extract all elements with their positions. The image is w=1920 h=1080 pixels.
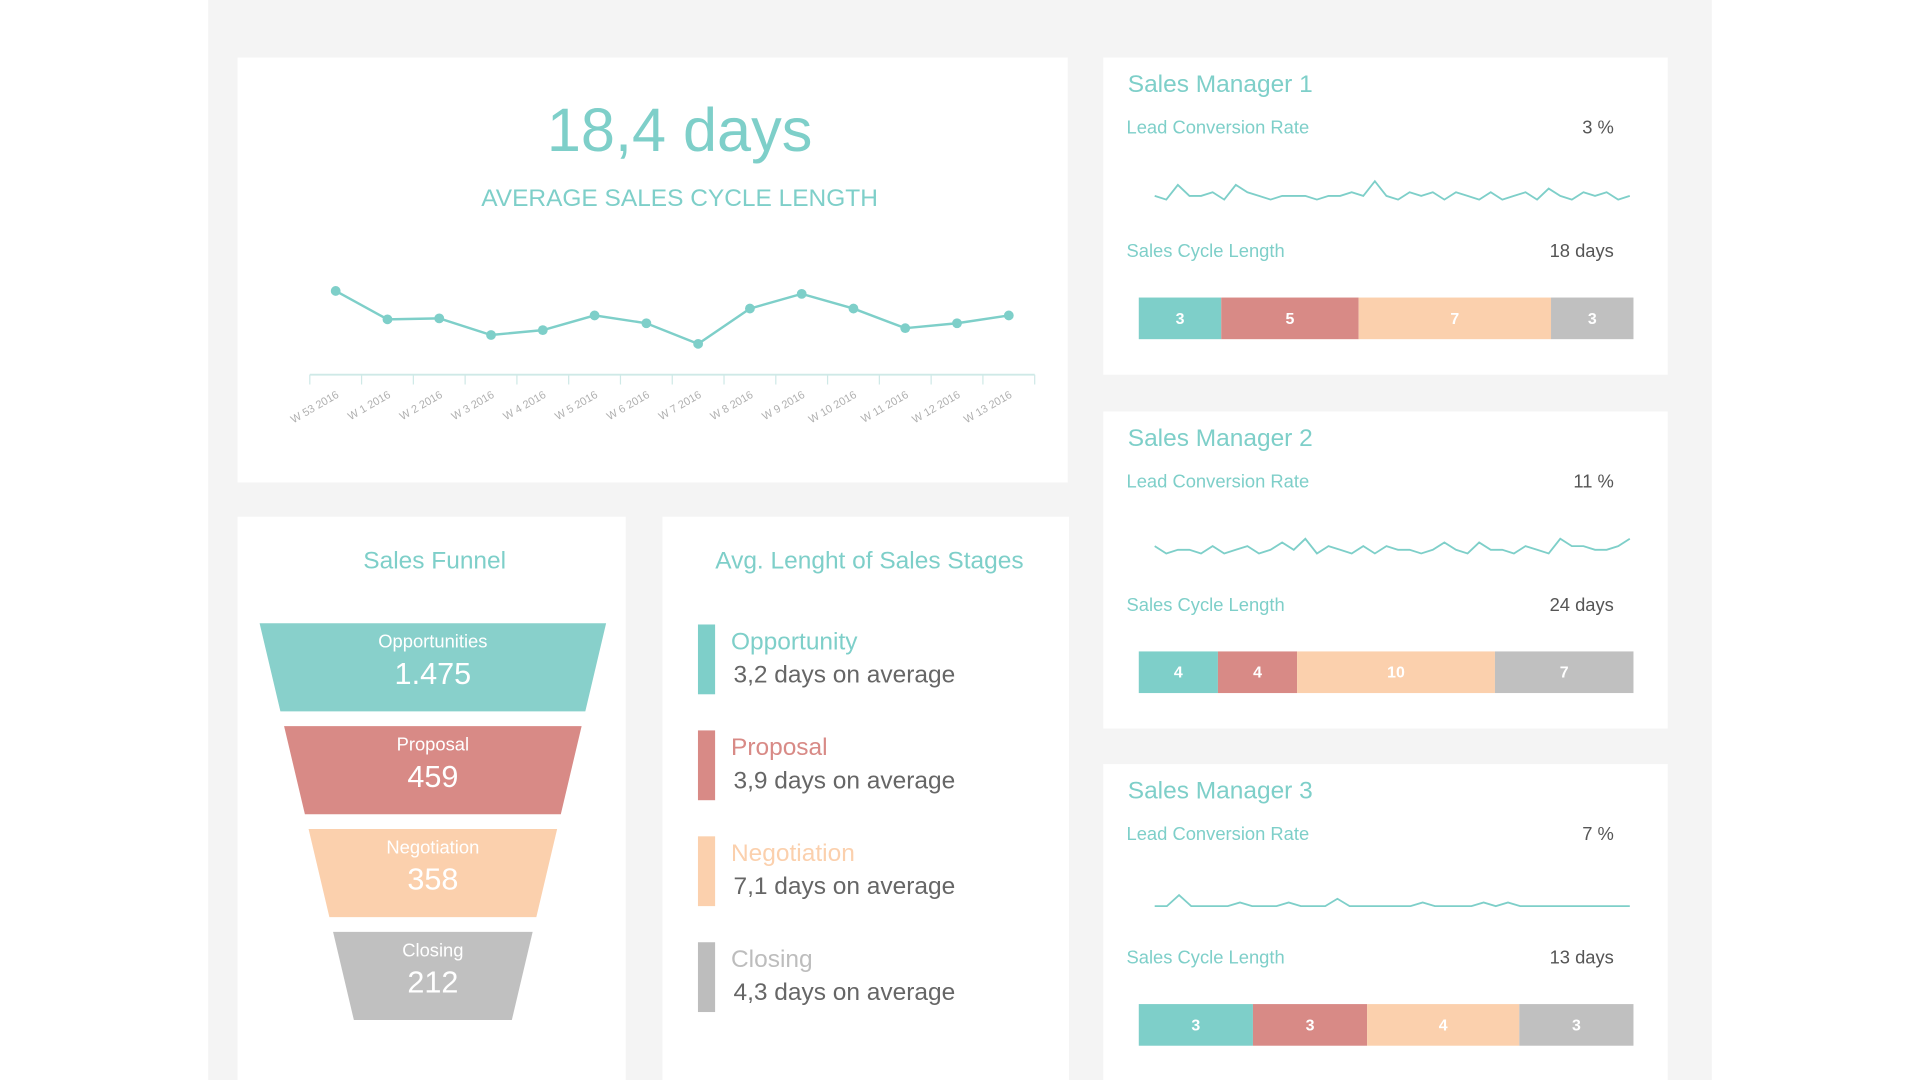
bar-segment [1138, 651, 1218, 694]
segment-label: 4 [1253, 665, 1262, 682]
bar-segment [1221, 297, 1359, 340]
funnel-stage-name: Opportunities [378, 631, 487, 652]
segment-label: 3 [1572, 1017, 1581, 1034]
point [434, 313, 445, 324]
stage-marker [697, 730, 716, 801]
bar-segment [1297, 651, 1495, 694]
segment-label: 3 [1191, 1017, 1200, 1034]
point [382, 314, 393, 325]
point [486, 330, 496, 340]
kpi-label: AVERAGE SALES CYCLE LENGTH [481, 185, 878, 212]
bar-segment [1138, 297, 1222, 340]
funnel-stage [308, 828, 558, 918]
manager-name: Sales Manager 1 [1128, 71, 1313, 98]
stage-marker [697, 836, 716, 907]
metric-value: 7 % [1582, 823, 1614, 844]
bar-segment [1494, 651, 1634, 694]
point [537, 325, 548, 336]
bar-segment [1138, 1004, 1253, 1046]
point [745, 303, 755, 314]
metric-label: Sales Cycle Length [1127, 240, 1285, 261]
funnel-stage-name: Negotiation [386, 836, 479, 857]
metric-value: 11 % [1573, 470, 1613, 491]
stage-name: Proposal [731, 734, 828, 761]
funnel-title: Sales Funnel [363, 548, 506, 575]
metric-label: Lead Conversion Rate [1127, 823, 1310, 844]
point [641, 318, 652, 329]
sparkline [1154, 893, 1630, 908]
stage-name: Opportunity [731, 628, 858, 655]
metric-value: 24 days [1550, 594, 1614, 615]
point [848, 303, 859, 314]
segment-label: 3 [1588, 311, 1597, 328]
card [237, 57, 1068, 483]
segment-label: 4 [1439, 1017, 1448, 1034]
funnel-stage-value: 459 [407, 760, 458, 794]
funnel-stage-value: 358 [407, 863, 458, 897]
point [693, 338, 704, 349]
segment-label: 7 [1450, 311, 1459, 328]
stage-text: 3,2 days on average [733, 661, 955, 688]
manager-name: Sales Manager 2 [1128, 425, 1313, 452]
funnel-stage-name: Proposal [397, 734, 469, 755]
point [952, 318, 962, 329]
sparkline [1154, 179, 1631, 201]
stage-marker [697, 942, 716, 1013]
segment-label: 5 [1286, 311, 1295, 328]
segment-label: 3 [1306, 1017, 1315, 1034]
segment-label: 7 [1560, 665, 1569, 682]
bar-segment [1519, 1004, 1634, 1046]
metric-label: Lead Conversion Rate [1127, 116, 1310, 137]
point [796, 288, 807, 299]
metric-label: Lead Conversion Rate [1127, 470, 1310, 491]
bar-segment [1252, 1004, 1368, 1046]
stage-marker [697, 624, 716, 695]
bar-segment [1217, 651, 1298, 694]
bar-segment [1551, 297, 1634, 340]
funnel-stage [284, 726, 582, 815]
funnel-stage-value: 212 [407, 966, 458, 1000]
bar-segment [1358, 297, 1552, 340]
stage-name: Negotiation [731, 840, 855, 867]
metric-label: Sales Cycle Length [1127, 947, 1285, 968]
metric-value: 13 days [1550, 947, 1614, 968]
bar-segment [1367, 1004, 1520, 1046]
funnel-stage [259, 623, 607, 712]
funnel-stage-value: 1.475 [395, 657, 472, 691]
card [662, 516, 1069, 1080]
stage-text: 7,1 days on average [733, 873, 955, 900]
line [335, 289, 1009, 346]
manager-name: Sales Manager 3 [1128, 778, 1313, 805]
stage-text: 4,3 days on average [733, 979, 955, 1006]
stage-text: 3,9 days on average [733, 767, 955, 794]
point [1003, 310, 1014, 321]
point [589, 310, 600, 321]
sparkline [1154, 537, 1631, 555]
point [330, 286, 341, 296]
funnel-stage [333, 931, 533, 1020]
funnel-stage-name: Closing [402, 939, 463, 960]
stages-title: Avg. Lenght of Sales Stages [715, 548, 1023, 575]
point [900, 323, 911, 334]
segment-label: 10 [1387, 665, 1405, 682]
stage-name: Closing [731, 946, 813, 973]
metric-value: 18 days [1550, 240, 1614, 261]
metric-value: 3 % [1582, 116, 1614, 137]
kpi-value: 18,4 days [547, 96, 812, 164]
segment-label: 4 [1174, 665, 1183, 682]
metric-label: Sales Cycle Length [1127, 594, 1285, 615]
segment-label: 3 [1176, 311, 1185, 328]
